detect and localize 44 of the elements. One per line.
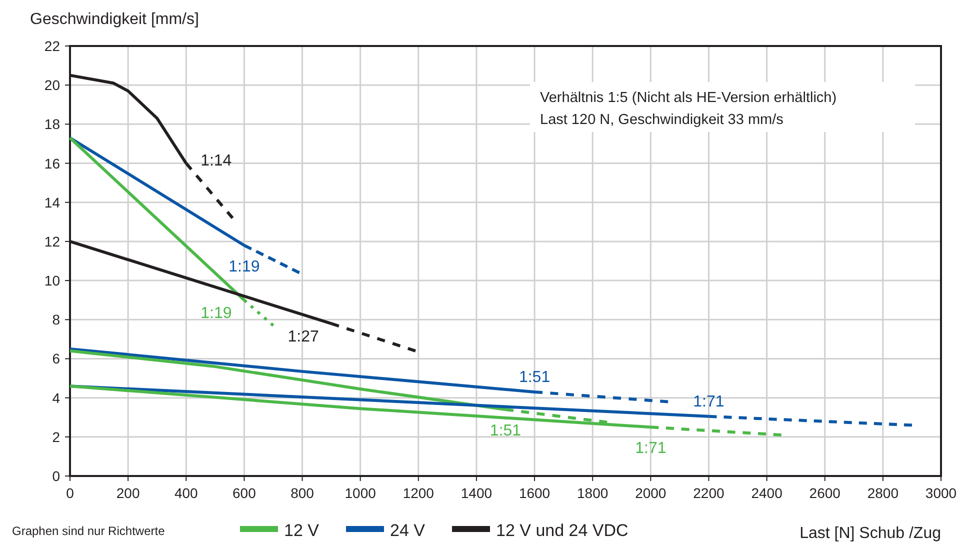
y-tick-label: 8 [52,312,60,328]
annotation: 1:14 [200,152,232,170]
x-tick-label: 2800 [867,485,899,501]
y-tick-label: 4 [52,390,60,406]
legend-label: 12 V und 24 VDC [496,521,628,540]
annotation: 1:27 [288,328,319,346]
x-tick-label: 1800 [577,485,608,501]
x-tick-label: 2000 [635,485,666,501]
y-tick-label: 12 [44,233,60,250]
x-tick-label: 2600 [809,485,841,501]
annotation: 1:71 [635,440,666,458]
legend-label: 24 V [390,521,426,540]
x-tick-label: 2200 [693,485,725,501]
y-tick-label: 16 [44,155,60,172]
annotation: Verhältnis 1:5 (Nicht als HE-Version erhältlich) [540,90,837,106]
y-tick-label: 10 [44,272,60,289]
x-tick-label: 1000 [344,485,376,501]
y-tick-label: 0 [52,468,60,484]
x-tick-label: 200 [116,485,140,501]
x-tick-label: 1400 [460,485,492,501]
x-tick-label: 400 [174,485,198,501]
x-tick-label: 2400 [751,485,783,501]
y-tick-label: 6 [52,350,60,367]
y-tick-label: 14 [44,194,60,210]
x-tick-label: 1600 [518,485,550,501]
y-tick-label: 20 [44,77,60,94]
annotation: 1:71 [693,393,724,410]
y-tick-label: 18 [44,116,60,132]
x-tick-label: 0 [66,485,74,501]
y-tick-label: 2 [52,428,60,445]
x-tick-label: 3000 [925,485,957,501]
annotation: 1:51 [518,368,550,386]
x-tick-label: 600 [232,485,256,501]
legend-label: 12 V [284,521,320,540]
annotation: 1:19 [228,258,260,276]
x-tick-label: 1200 [402,485,434,501]
x-tick-label: 800 [290,485,314,501]
annotation: Last 120 N, Geschwindigkeit 33 mm/s [540,112,784,128]
y-tick-label: 22 [44,38,60,54]
y-axis-title: Geschwindigkeit [mm/s] [30,11,199,28]
text: Graphen sind nur Richtwerte [12,524,166,538]
annotation: 1:19 [200,305,232,322]
annotation: 1:51 [490,422,522,440]
x-axis-title: Last [N] Schub /Zug [800,525,941,542]
